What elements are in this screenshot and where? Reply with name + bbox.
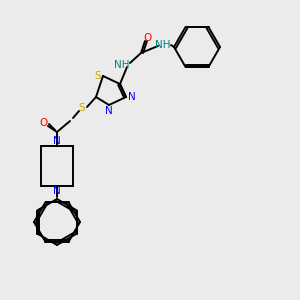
Text: O: O [40, 118, 48, 128]
Text: S: S [79, 103, 85, 113]
Text: N: N [105, 106, 113, 116]
Text: N: N [53, 186, 61, 196]
Text: NH: NH [114, 60, 130, 70]
Text: O: O [144, 33, 152, 43]
Text: N: N [53, 136, 61, 146]
Text: S: S [95, 71, 101, 81]
Text: NH: NH [155, 40, 171, 50]
Text: N: N [128, 92, 136, 102]
